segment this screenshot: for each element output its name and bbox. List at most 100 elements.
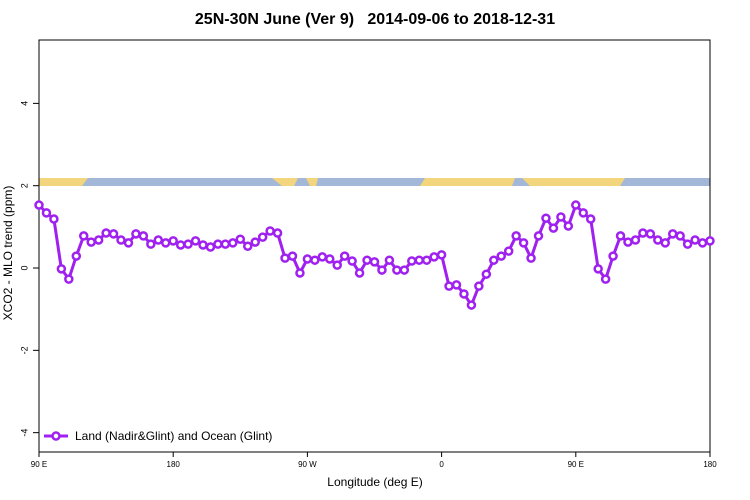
chart-title: 25N-30N June (Ver 9) 2014-09-06 to 2018-… [195,11,555,28]
legend-label: Land (Nadir&Glint) and Ocean (Glint) [75,429,272,443]
data-point [153,235,164,245]
data-point [339,251,350,261]
data-point [160,238,171,248]
data-point [317,252,328,262]
y-tick-label: -2 [19,346,29,354]
data-point [548,223,559,233]
data-point [600,274,611,284]
x-axis-label: Longitude (deg E) [327,475,422,489]
data-point [541,213,551,223]
data-point [697,238,708,248]
data-point [302,254,313,264]
data-point [399,265,410,275]
data-point [198,240,208,250]
data-point [481,269,492,279]
data-point [49,214,59,224]
data-point [362,255,372,265]
data-point [407,256,417,266]
data-point [563,221,574,231]
x-tick-label: 90 E [568,460,584,469]
data-point [123,238,134,248]
data-point [578,208,589,218]
legend: Land (Nadir&Glint) and Ocean (Glint) [44,429,272,443]
data-point [660,238,671,248]
data-point [503,246,514,256]
x-tick-label: 90 W [298,460,317,469]
data-point [414,255,424,265]
data-point [101,228,111,238]
data-point [228,238,238,248]
data-point [682,239,693,249]
data-point [243,241,253,251]
data-point [638,228,648,238]
data-point [645,229,656,239]
data-point [183,239,193,249]
data-point [190,236,201,246]
data-point [78,231,89,241]
data-point [489,255,499,265]
y-tick-label: 0 [19,266,29,271]
x-tick-label: 180 [703,460,717,469]
data-point [384,255,395,265]
data-point [459,289,469,299]
data-point [257,232,268,242]
data-point [310,255,320,265]
data-point [146,239,156,249]
data-point [518,238,529,248]
y-tick-label: 4 [19,101,29,106]
data-point [623,237,633,247]
data-point [93,235,104,245]
data-point [653,235,663,245]
data-point [585,214,596,224]
y-tick-label: 2 [19,183,29,188]
data-point [41,208,52,218]
data-point [71,251,82,261]
data-point [615,231,626,241]
data-point [280,253,290,263]
data-point [116,235,126,245]
data-point [421,255,432,265]
data-point [220,239,231,249]
data-point [213,239,223,249]
data-point [526,253,536,263]
data-point [265,226,275,236]
data-point [295,268,305,278]
data-point [392,265,402,275]
data-point [474,281,484,291]
data-point [34,200,44,210]
data-point [250,237,260,247]
data-point [556,212,566,222]
data-point [429,252,439,262]
data-point [511,231,521,241]
data-point [287,251,298,261]
data-point [496,251,506,261]
land-ocean-strip [39,178,710,186]
data-point [630,235,641,245]
data-point [451,280,462,290]
data-point [466,300,477,310]
data-point [175,240,186,250]
data-point [436,250,447,260]
legend-marker [51,431,61,441]
data-point [369,257,380,267]
x-tick-label: 0 [439,460,444,469]
data-point [64,274,74,284]
data-point [354,268,365,278]
data-point [533,231,544,241]
data-point [690,235,700,245]
data-point [571,200,581,210]
data-point [675,231,685,241]
data-point [705,236,715,246]
data-point [608,251,618,261]
plot-frame [38,39,711,453]
data-point [347,256,357,266]
data-point [235,234,246,244]
data-point [205,242,216,252]
y-axis-label: XCO2 - MLO trend (ppm) [1,186,15,321]
data-point [325,254,335,264]
y-tick-label: -4 [19,429,29,437]
data-point [332,260,342,270]
data-point [272,228,283,238]
x-tick-label: 90 E [31,460,47,469]
